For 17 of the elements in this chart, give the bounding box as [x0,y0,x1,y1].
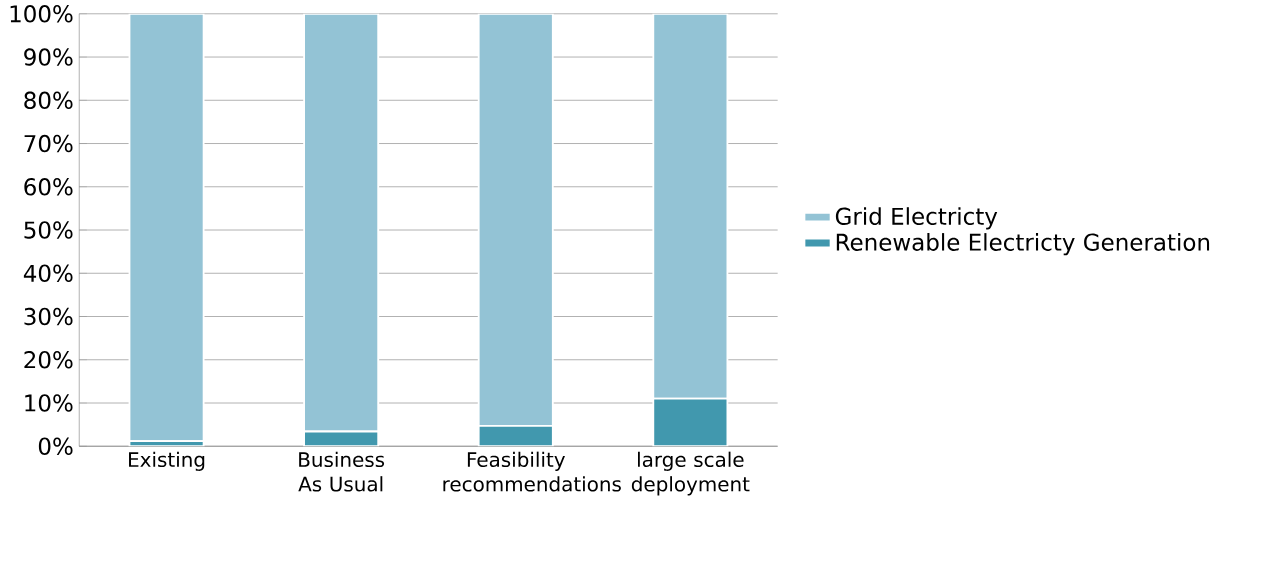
y-tick-label: 10% [25,394,73,412]
legend-label: Grid Electricty [835,207,998,230]
x-tick-label: Business As Usual [298,451,385,492]
y-tick-label: 40% [23,264,73,283]
x-tick-label: large scale deployment [631,451,750,496]
y-tick-label: 20% [24,351,73,369]
y-tick-label: 100% [10,5,73,23]
y-tick-label: 0% [38,437,73,456]
y-tick-label: 90% [24,48,73,66]
y-tick-label: 30% [24,307,73,326]
legend-label: Renewable Electricty Generation [836,233,1210,256]
y-tick-label: 60% [24,178,73,196]
y-tick-label: 50% [24,221,73,239]
y-tick-label: 70% [24,134,73,153]
y-tick-label: 80% [24,91,73,110]
x-tick-label: Existing [129,451,205,472]
x-tick-label: Feasibility recommendations [443,451,621,492]
